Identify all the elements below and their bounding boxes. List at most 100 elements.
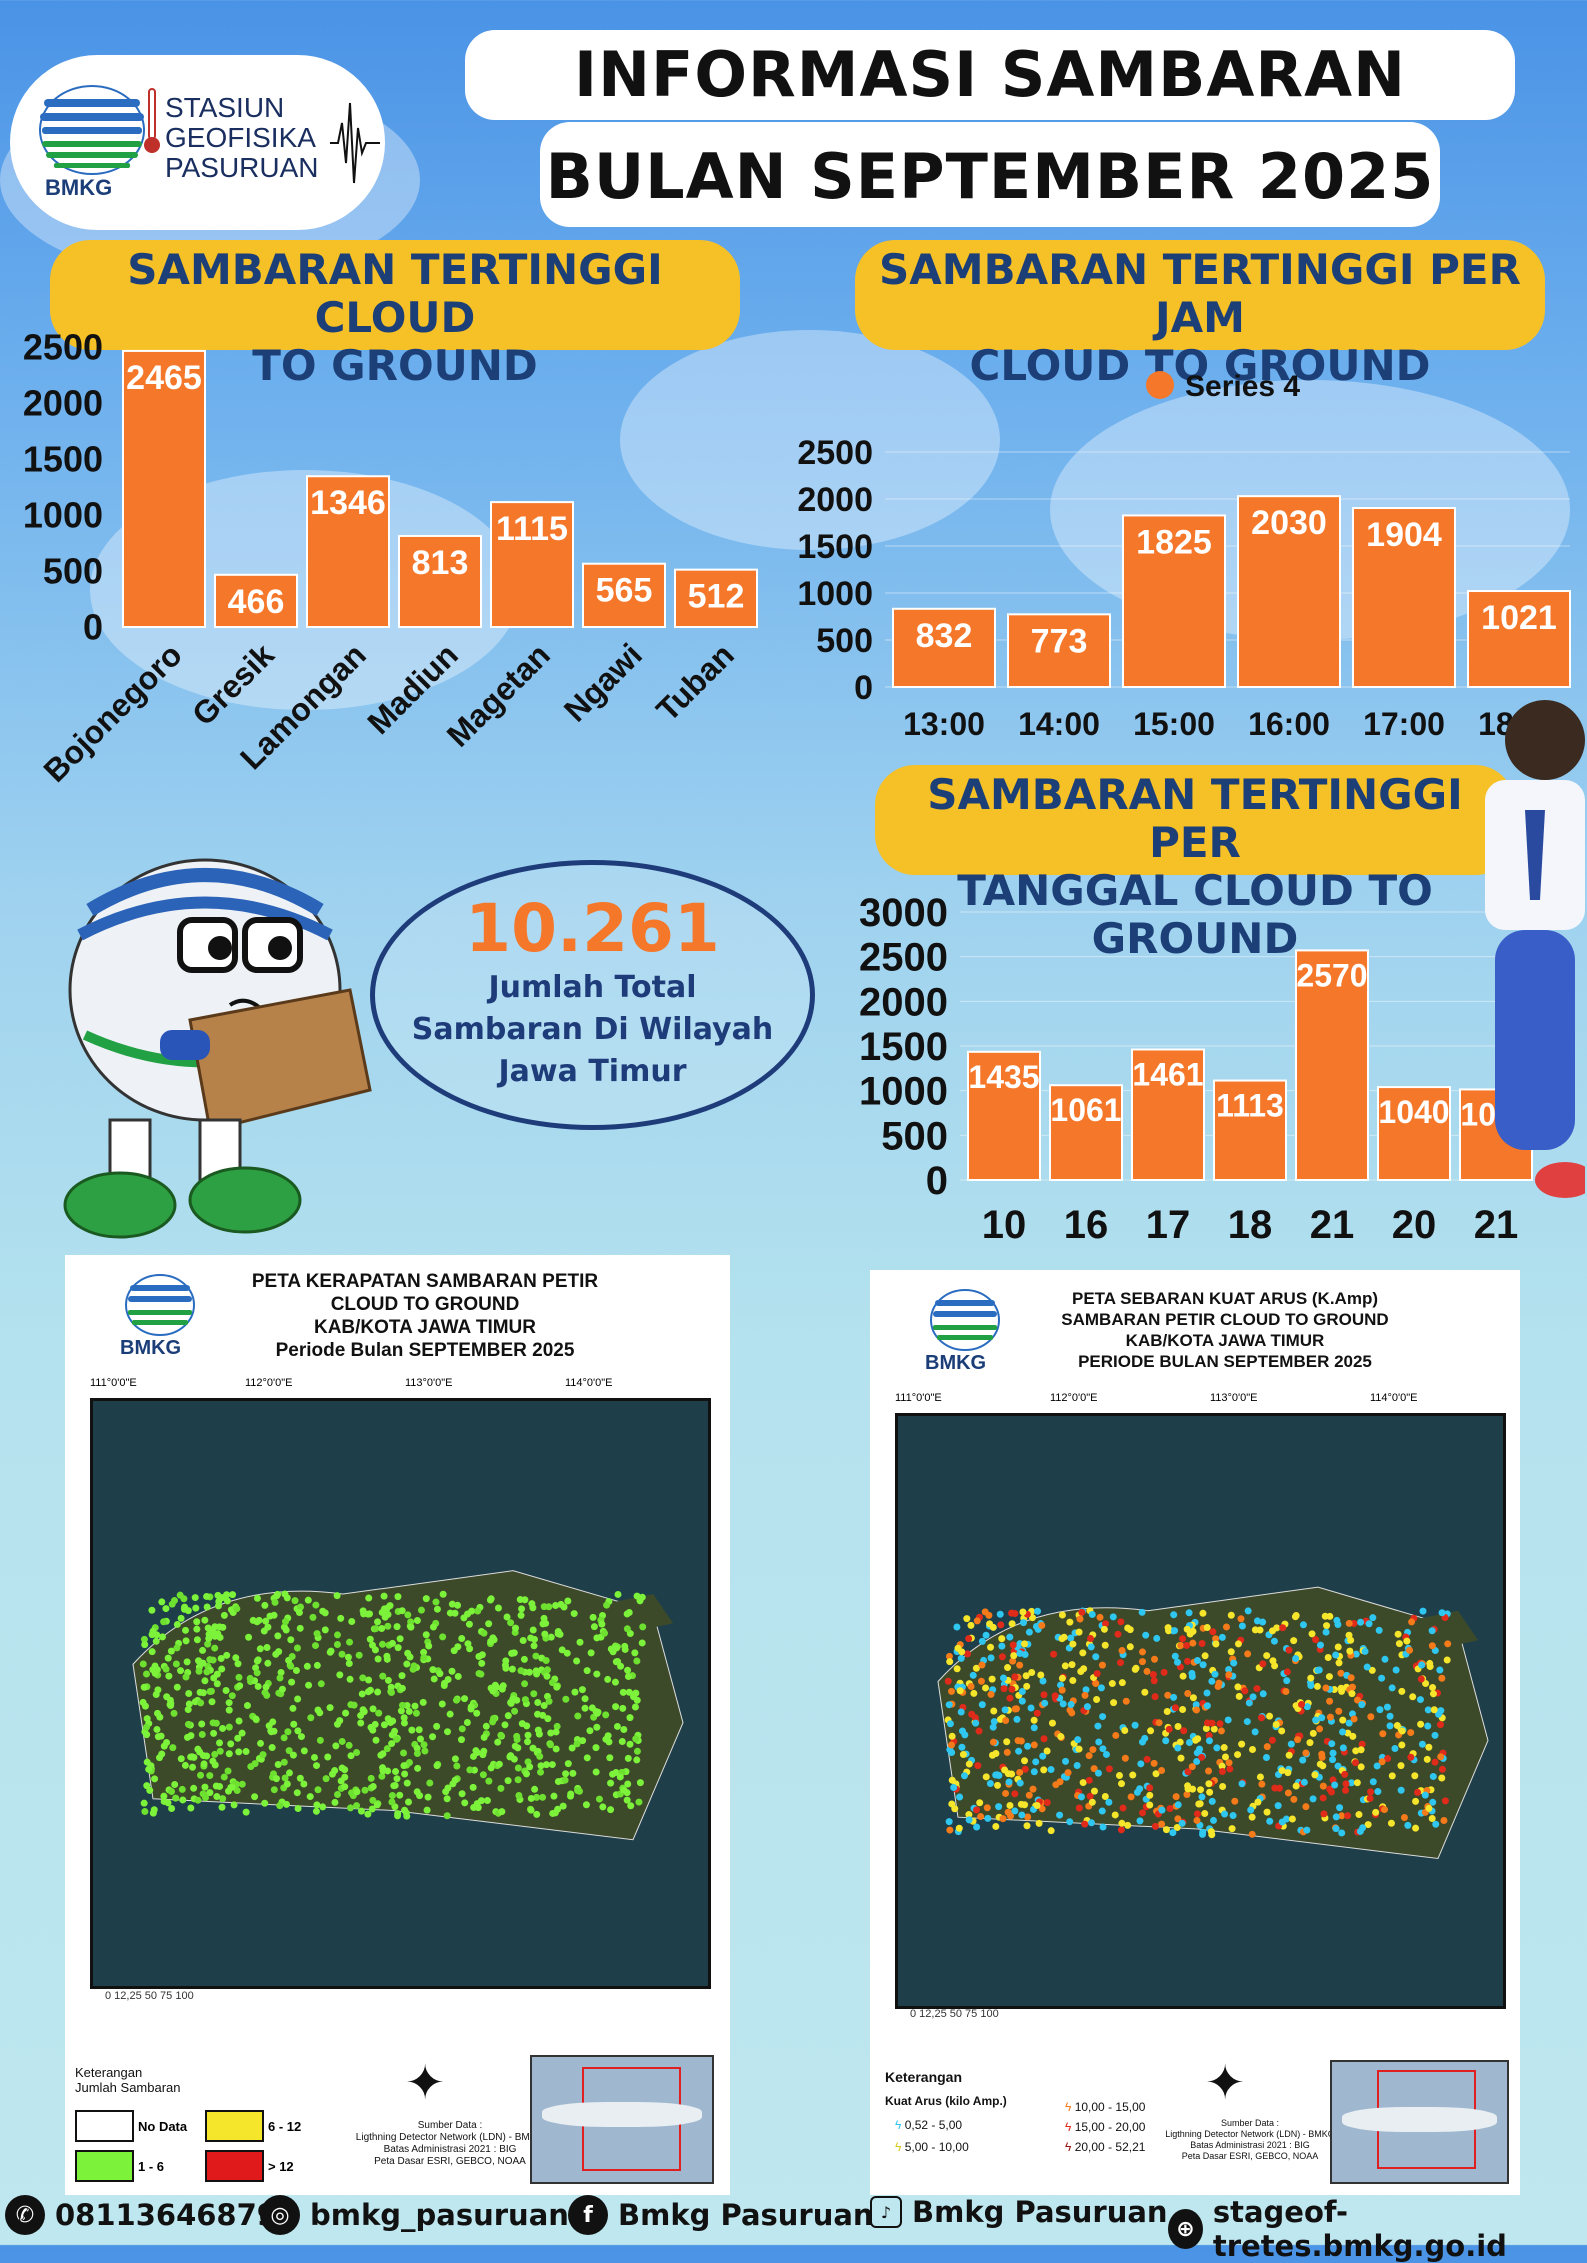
strike-point: [1372, 1808, 1380, 1816]
strike-point: [236, 1682, 244, 1690]
strike-point: [583, 1667, 591, 1675]
footer-website[interactable]: ⊕ stageof-tretes.bmkg.go.id: [1168, 2195, 1587, 2263]
strike-point: [1003, 1748, 1011, 1756]
strike-point: [167, 1647, 175, 1655]
x-tick-label: Ngawi: [557, 636, 649, 728]
strike-point: [412, 1709, 420, 1717]
strike-point: [414, 1764, 422, 1772]
strike-point: [264, 1659, 272, 1667]
strike-point: [982, 1631, 990, 1639]
strike-point: [277, 1668, 285, 1676]
strike-point: [1440, 1816, 1448, 1824]
strike-point: [213, 1670, 221, 1678]
strike-point: [378, 1608, 386, 1616]
strike-point: [1082, 1686, 1090, 1694]
strike-point: [225, 1706, 233, 1714]
x-tick-label: 13:00: [903, 706, 985, 742]
footer-facebook[interactable]: f Bmkg Pasuruan: [568, 2195, 874, 2235]
strike-point: [1088, 1611, 1096, 1619]
strike-point: [420, 1741, 428, 1749]
strike-point: [384, 1611, 392, 1619]
strike-point: [631, 1649, 639, 1657]
strike-point: [1235, 1692, 1243, 1700]
strike-point: [374, 1655, 382, 1663]
strike-point: [515, 1792, 523, 1800]
strike-point: [1047, 1766, 1055, 1774]
strike-point: [446, 1609, 454, 1617]
strike-point: [1039, 1677, 1047, 1685]
strike-point: [439, 1590, 447, 1598]
strike-point: [1014, 1737, 1022, 1745]
strike-point: [1151, 1655, 1159, 1663]
footer-instagram[interactable]: ◎ bmkg_pasuruan: [260, 2195, 569, 2235]
strike-point: [1263, 1652, 1271, 1660]
y-tick-label: 0: [83, 607, 103, 648]
strike-point: [184, 1706, 192, 1714]
strike-point: [595, 1795, 603, 1803]
strike-point: [1024, 1813, 1032, 1821]
strike-point: [1367, 1713, 1375, 1721]
strike-point: [228, 1783, 236, 1791]
strike-point: [454, 1672, 462, 1680]
lon-label: 114°0'0"E: [565, 1377, 613, 1389]
y-tick-label: 500: [816, 622, 873, 660]
bar: [1049, 1084, 1123, 1181]
footer-phone[interactable]: ✆ 08113646879: [5, 2195, 277, 2235]
strike-point: [1291, 1613, 1299, 1621]
strike-point: [1332, 1813, 1340, 1821]
strike-point: [964, 1650, 972, 1658]
data-label: 2030: [1251, 504, 1327, 542]
strike-point: [1058, 1674, 1066, 1682]
strike-point: [1306, 1739, 1314, 1747]
strike-point: [1274, 1802, 1282, 1810]
strike-point: [198, 1730, 206, 1738]
strike-point: [313, 1661, 321, 1669]
strike-point: [297, 1733, 305, 1741]
strike-point: [141, 1641, 149, 1649]
strike-point: [433, 1762, 441, 1770]
strike-point: [205, 1635, 213, 1643]
strike-point: [1199, 1661, 1207, 1669]
strike-point: [1064, 1769, 1072, 1777]
strike-point: [1248, 1813, 1256, 1821]
strike-point: [262, 1683, 270, 1691]
strike-point: [252, 1715, 260, 1723]
strike-point: [1199, 1830, 1207, 1838]
strike-point: [601, 1629, 609, 1637]
strike-point: [1007, 1812, 1015, 1820]
strike-point: [513, 1735, 521, 1743]
strike-point: [366, 1635, 374, 1643]
strike-point: [503, 1613, 511, 1621]
strike-point: [396, 1791, 404, 1799]
strike-point: [140, 1683, 148, 1691]
strike-point: [206, 1656, 214, 1664]
inset-map: [1330, 2060, 1509, 2184]
strike-point: [296, 1624, 304, 1632]
strike-point: [1112, 1731, 1120, 1739]
strike-point: [624, 1672, 632, 1680]
strike-point: [1018, 1687, 1026, 1695]
strike-point: [1183, 1641, 1191, 1649]
strike-point: [590, 1623, 598, 1631]
strike-point: [1171, 1652, 1179, 1660]
strike-point: [1213, 1744, 1221, 1752]
strike-point: [1203, 1702, 1211, 1710]
strike-point: [579, 1737, 587, 1745]
footer-other[interactable]: ♪ Bmkg Pasuruan: [870, 2195, 1168, 2229]
strike-point: [623, 1796, 631, 1804]
strike-point: [294, 1695, 302, 1703]
strike-point: [388, 1792, 396, 1800]
strike-point: [378, 1640, 386, 1648]
strike-point: [1009, 1641, 1017, 1649]
strike-point: [228, 1692, 236, 1700]
strike-point: [540, 1702, 548, 1710]
strike-point: [1201, 1810, 1209, 1818]
strike-point: [218, 1803, 226, 1811]
strike-point: [624, 1780, 632, 1788]
strike-point: [1322, 1628, 1330, 1636]
strike-point: [233, 1786, 241, 1794]
title-box-2: BULAN SEPTEMBER 2025: [540, 122, 1440, 227]
strike-point: [314, 1786, 322, 1794]
data-label: 1113: [1216, 1088, 1284, 1124]
strike-point: [433, 1722, 441, 1730]
